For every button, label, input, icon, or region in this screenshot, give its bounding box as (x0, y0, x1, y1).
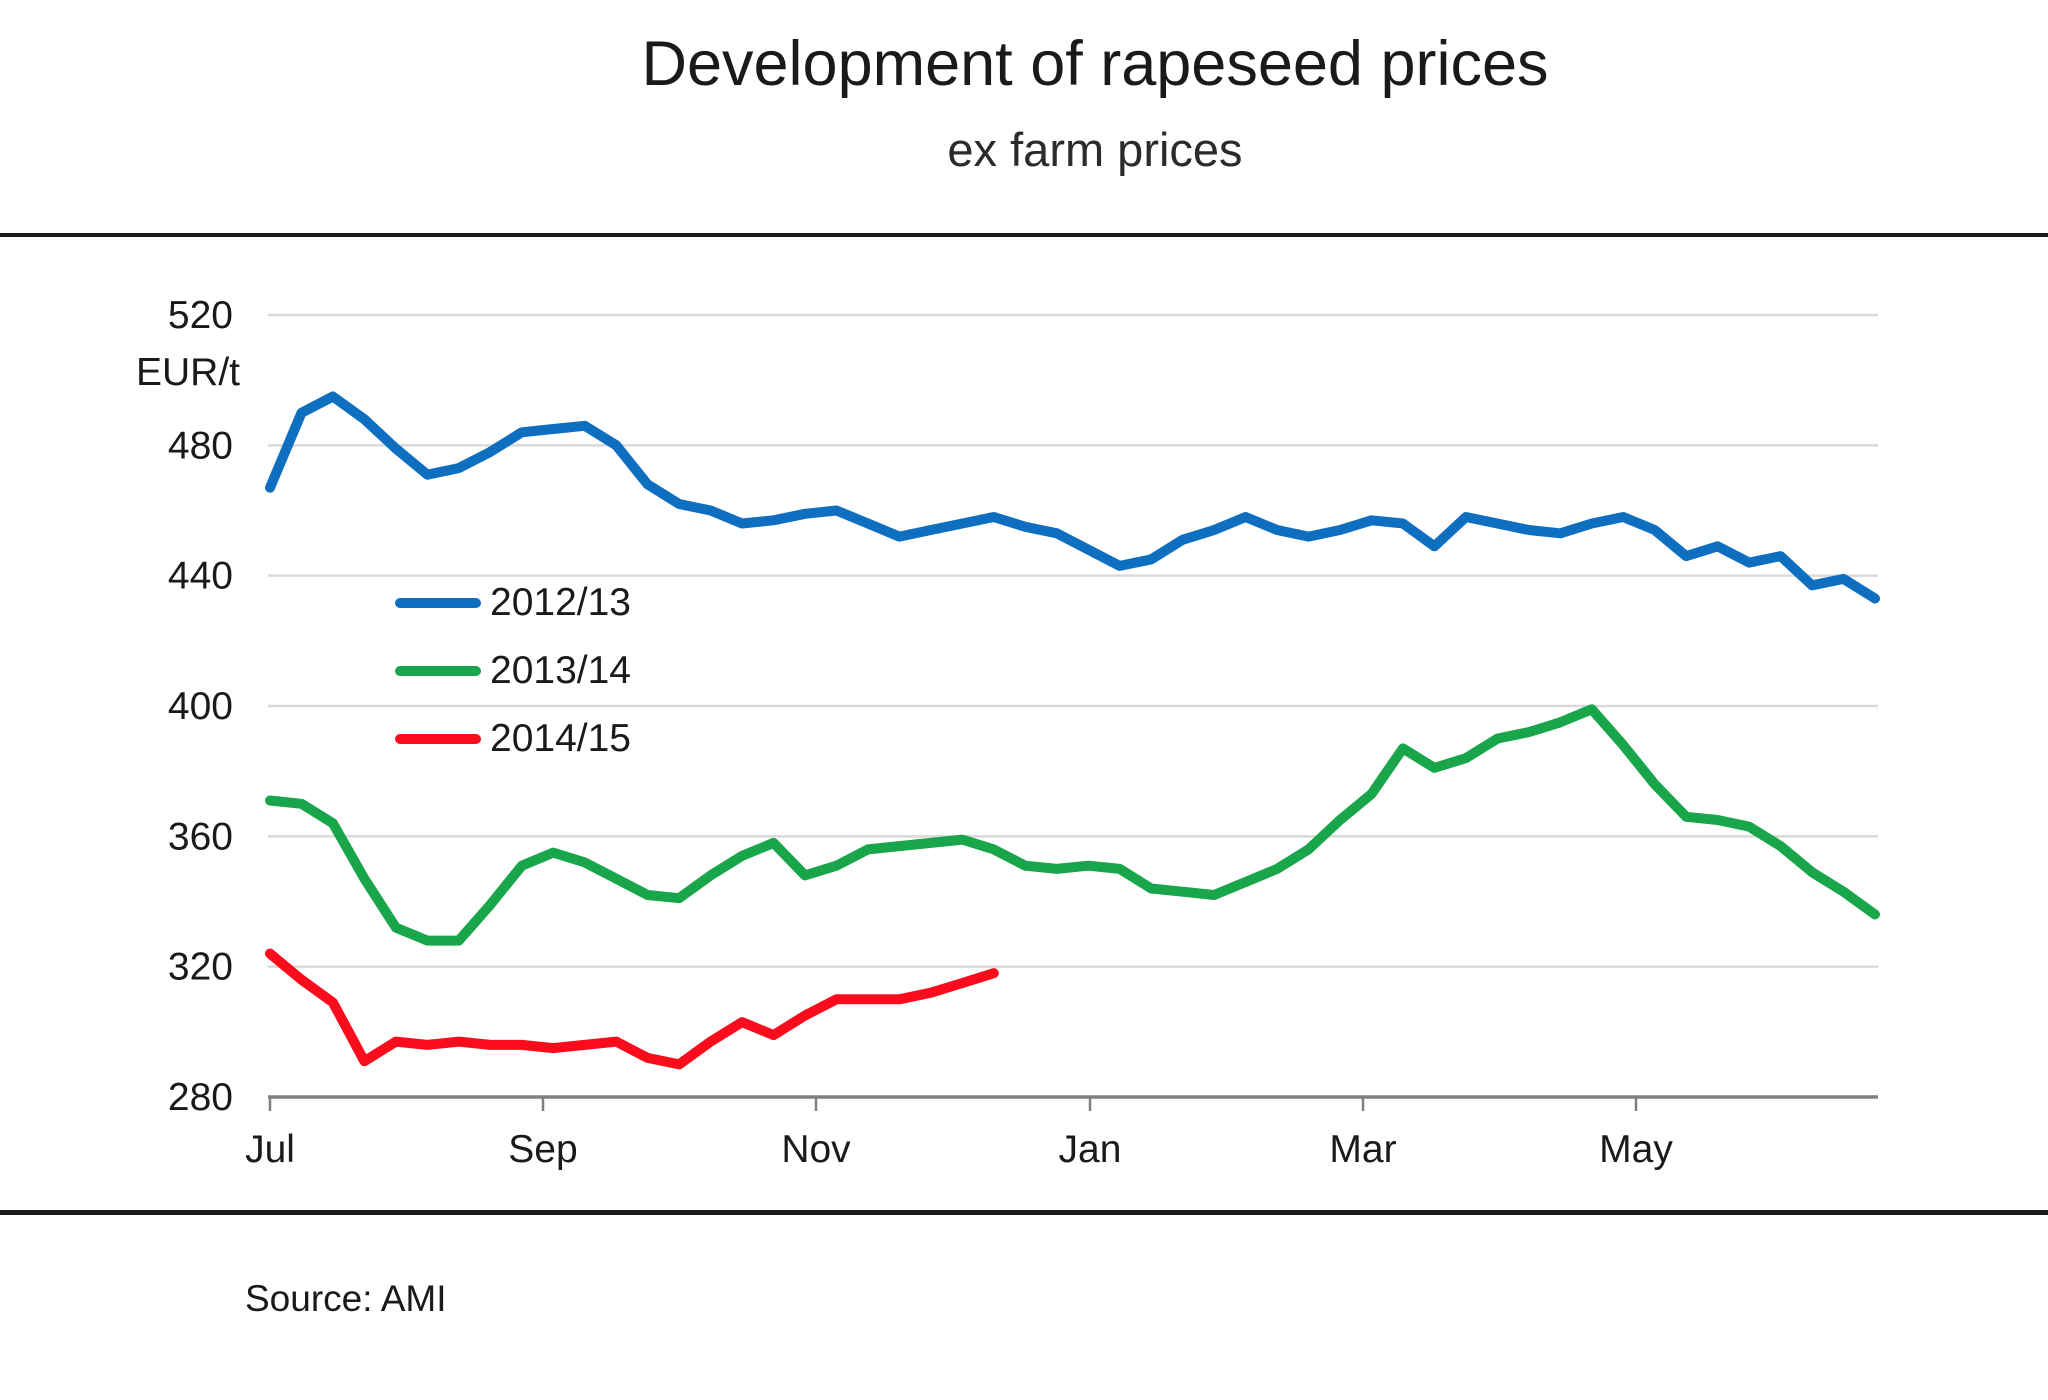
chart-title: Development of rapeseed prices (641, 29, 1549, 99)
x-axis-label-Nov: Nov (781, 1128, 851, 1171)
y-axis-unit-label: EUR/t (136, 351, 240, 394)
legend-swatch-2012-13 (395, 598, 481, 608)
legend-swatch-2013-14 (395, 666, 481, 676)
legend-label-2013-14: 2013/14 (490, 649, 631, 692)
series-line-2014-15 (265, 948, 999, 1070)
legend-item-2014-15: 2014/15 (395, 717, 631, 760)
y-axis-label-520: 520 (168, 294, 233, 337)
y-axis-label-400: 400 (168, 685, 233, 728)
legend-label-2014-15: 2014/15 (490, 717, 631, 760)
y-axis-label-320: 320 (168, 946, 233, 989)
x-axis-label-May: May (1599, 1128, 1673, 1171)
y-axis-label-280: 280 (168, 1076, 233, 1119)
series-line-2012-13 (265, 391, 1880, 604)
legend-item-2012-13: 2012/13 (395, 581, 631, 624)
top-divider-rule (0, 233, 2048, 237)
legend-label-2012-13: 2012/13 (490, 581, 631, 624)
x-axis-label-Jul: Jul (245, 1128, 295, 1171)
legend-item-2013-14: 2013/14 (395, 649, 631, 692)
x-axis-label-Mar: Mar (1329, 1128, 1396, 1171)
x-axis-label-Jan: Jan (1059, 1128, 1122, 1171)
source-note: Source: AMI (245, 1278, 447, 1319)
chart-subtitle: ex farm prices (947, 123, 1243, 176)
x-axis-label-Sep: Sep (508, 1128, 577, 1171)
y-axis-label-480: 480 (168, 424, 233, 467)
legend: 2012/13 2013/14 2014/15 (395, 581, 631, 760)
legend-swatch-2014-15 (395, 734, 481, 744)
bottom-divider-rule (0, 1210, 2048, 1215)
series-line-2013-14 (265, 704, 1880, 946)
y-axis-label-440: 440 (168, 555, 233, 598)
y-axis-label-360: 360 (168, 815, 233, 858)
